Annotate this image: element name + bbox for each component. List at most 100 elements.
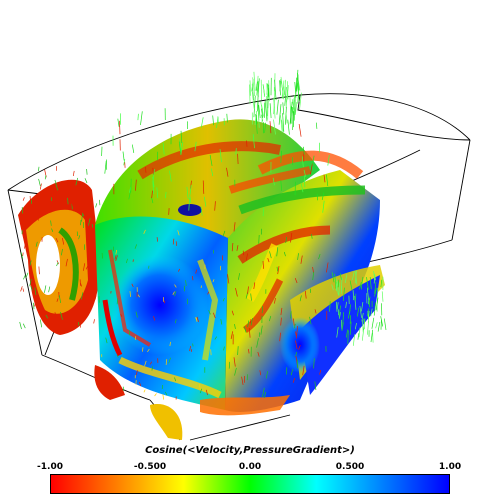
velocity-glyph [67,197,69,205]
velocity-glyph [222,230,226,237]
velocity-glyph [220,319,223,325]
velocity-glyph [150,361,152,365]
velocity-glyph [264,391,266,399]
velocity-glyph [55,183,59,191]
velocity-glyph [247,320,250,328]
velocity-glyph [85,265,89,270]
velocity-glyph [293,323,296,329]
velocity-glyph [331,284,334,291]
velocity-glyph [135,370,138,376]
velocity-glyph [329,301,331,312]
velocity-glyph [251,92,255,109]
velocity-glyph [122,151,125,161]
velocity-glyph [22,323,26,329]
velocity-glyph [257,109,260,128]
velocity-glyph [179,138,182,153]
velocity-glyph [169,341,171,347]
velocity-glyph [248,349,250,354]
velocity-glyph [250,293,252,301]
velocity-glyph [297,253,299,260]
velocity-glyph [294,277,298,284]
velocity-glyph [283,85,286,100]
velocity-glyph [200,206,203,216]
velocity-glyph [214,201,216,211]
velocity-glyph [223,346,225,351]
cube-front-face [95,204,228,410]
velocity-glyph [349,304,351,315]
velocity-glyph [198,384,201,390]
velocity-glyph [36,216,40,221]
velocity-glyph [301,156,304,168]
velocity-glyph [174,291,177,297]
velocity-glyph [83,263,86,271]
velocity-glyph [245,253,249,261]
velocity-glyph [336,302,339,310]
velocity-glyph [65,258,68,267]
velocity-glyph [327,155,330,166]
velocity-glyph [233,357,236,367]
velocity-glyph [29,260,32,266]
velocity-glyph [178,141,182,156]
velocity-glyph [274,79,277,101]
velocity-glyph [334,273,337,288]
velocity-glyph [354,270,357,284]
velocity-glyph [257,351,260,357]
velocity-glyph [314,381,317,391]
velocity-glyph [295,355,298,361]
velocity-glyph [277,266,280,275]
velocity-glyph [280,76,284,94]
velocity-glyph [250,319,252,324]
velocity-glyph [177,268,181,272]
velocity-glyph [297,82,300,102]
velocity-glyph [92,246,95,252]
legend-title: Cosine(<Velocity,PressureGradient>) [145,445,355,456]
velocity-glyph [152,176,155,188]
velocity-glyph [346,329,348,338]
velocity-glyph [278,104,282,125]
velocity-glyph [373,277,376,284]
velocity-glyph [144,360,147,367]
velocity-glyph [247,286,249,294]
velocity-glyph [287,119,290,135]
velocity-glyph [177,230,180,236]
velocity-glyph [39,183,42,190]
velocity-glyph [208,310,211,315]
velocity-glyph [352,290,355,301]
velocity-glyph [189,346,191,352]
velocity-glyph [366,287,369,301]
velocity-glyph [282,102,285,115]
colorbar-tick-label: 1.00 [438,462,462,472]
velocity-glyph [131,283,134,288]
velocity-glyph [290,233,293,243]
velocity-glyph [235,148,237,155]
velocity-glyph [321,192,325,200]
velocity-glyph [39,319,43,328]
velocity-glyph [377,287,379,298]
velocity-glyph [276,247,279,257]
velocity-glyph [172,238,175,245]
velocity-glyph [234,367,237,376]
velocity-glyph [33,302,35,310]
velocity-glyph [152,180,154,195]
velocity-glyph [75,177,79,186]
velocity-glyph [23,274,26,280]
velocity-glyph [276,99,279,115]
velocity-glyph [233,222,236,232]
velocity-glyph [331,272,335,283]
velocity-glyph [144,166,147,173]
velocity-glyph [311,234,313,239]
velocity-glyph [226,113,228,123]
velocity-glyph [222,297,225,302]
velocity-glyph [114,255,117,260]
velocity-glyph [312,271,315,281]
velocity-glyph [29,278,32,287]
velocity-glyph [82,212,85,217]
velocity-glyph [257,78,260,97]
velocity-glyph [38,178,41,186]
velocity-glyph [323,174,326,183]
velocity-glyph [48,286,51,293]
velocity-glyph [175,319,177,324]
velocity-glyph [280,317,282,326]
velocity-glyph [115,255,118,262]
velocity-glyph [289,311,292,319]
